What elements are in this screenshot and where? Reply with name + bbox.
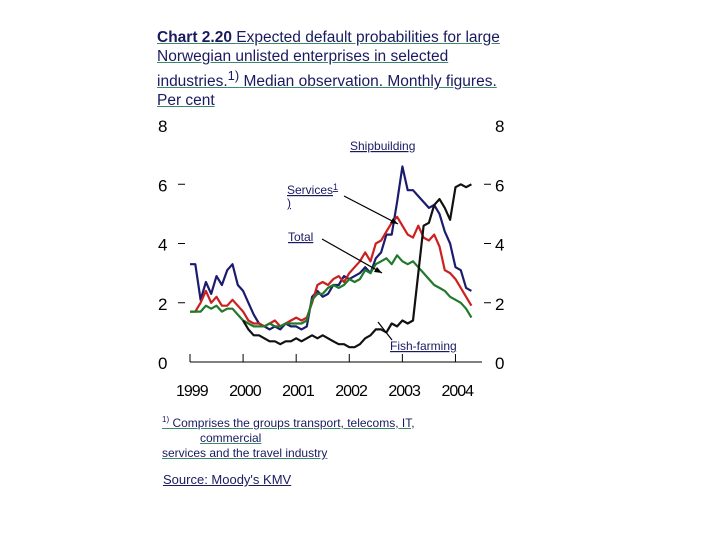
y-tick-label-right: 0 [495,354,504,373]
annotation-services-sup: 1 [333,182,338,192]
arrow-fish-farming [377,321,393,341]
x-tick-label: 1999 [176,383,209,400]
series-shipbuilding [190,165,472,331]
chart-title-tail: Median observation. Monthly figures. Per… [157,73,497,110]
y-tick-label-right: 2 [495,295,504,314]
arrowhead-services [390,218,398,224]
chart-number: Chart 2.20 [157,29,232,46]
series-fish-farming [242,183,472,349]
y-tick-label-right: 4 [495,236,504,255]
chart-title-sup: 1) [227,68,240,83]
chart-axes: 0 0 2 2 4 4 6 6 8 8 1999 2000 2001 2002 2003 2004 [158,117,504,400]
annotation-total: Total [288,230,313,244]
footnote-line1: Comprises the groups transport, telecoms… [172,416,415,430]
x-tick-label: 2004 [441,383,474,400]
y-tick-label-left: 0 [158,354,167,373]
x-tick-label: 2002 [335,383,368,400]
footnote-line3: services and the travel industry [162,446,328,460]
chart-title: Chart 2.20 Expected default probabilitie… [157,28,517,110]
annotation-shipbuilding: Shipbuilding [350,139,415,153]
footnote-marker: 1) [162,415,170,424]
arrowhead-total [374,267,382,273]
x-tick-label: 2000 [229,383,262,400]
chart-title-text: Expected default probabilities for large… [157,29,500,91]
footnote: 1) Comprises the groups transport, telec… [162,412,492,461]
source-note: Source: Moody's KMV [163,472,292,487]
footnote-line2: commercial [200,431,262,445]
arrow-total [321,238,383,274]
y-tick-label-left: 6 [158,176,167,195]
annotation-services: Services1 [287,182,338,197]
y-tick-label-left: 8 [158,117,167,136]
y-tick-label-right: 6 [495,176,504,195]
series-total [190,254,473,328]
chart-series [190,165,473,349]
chart-annotations: Shipbuilding Services1) Total Fish-farming [287,139,457,353]
x-tick-label: 2003 [388,383,421,400]
y-tick-label-right: 8 [495,117,504,136]
annotation-fish-farming: Fish-farming [390,339,457,353]
y-tick-label-left: 4 [158,236,167,255]
annotation-services-cont: ) [287,196,291,210]
y-tick-label-left: 2 [158,295,167,314]
x-tick-label: 2001 [282,383,315,400]
series-services [190,215,473,328]
arrow-services [343,195,399,225]
